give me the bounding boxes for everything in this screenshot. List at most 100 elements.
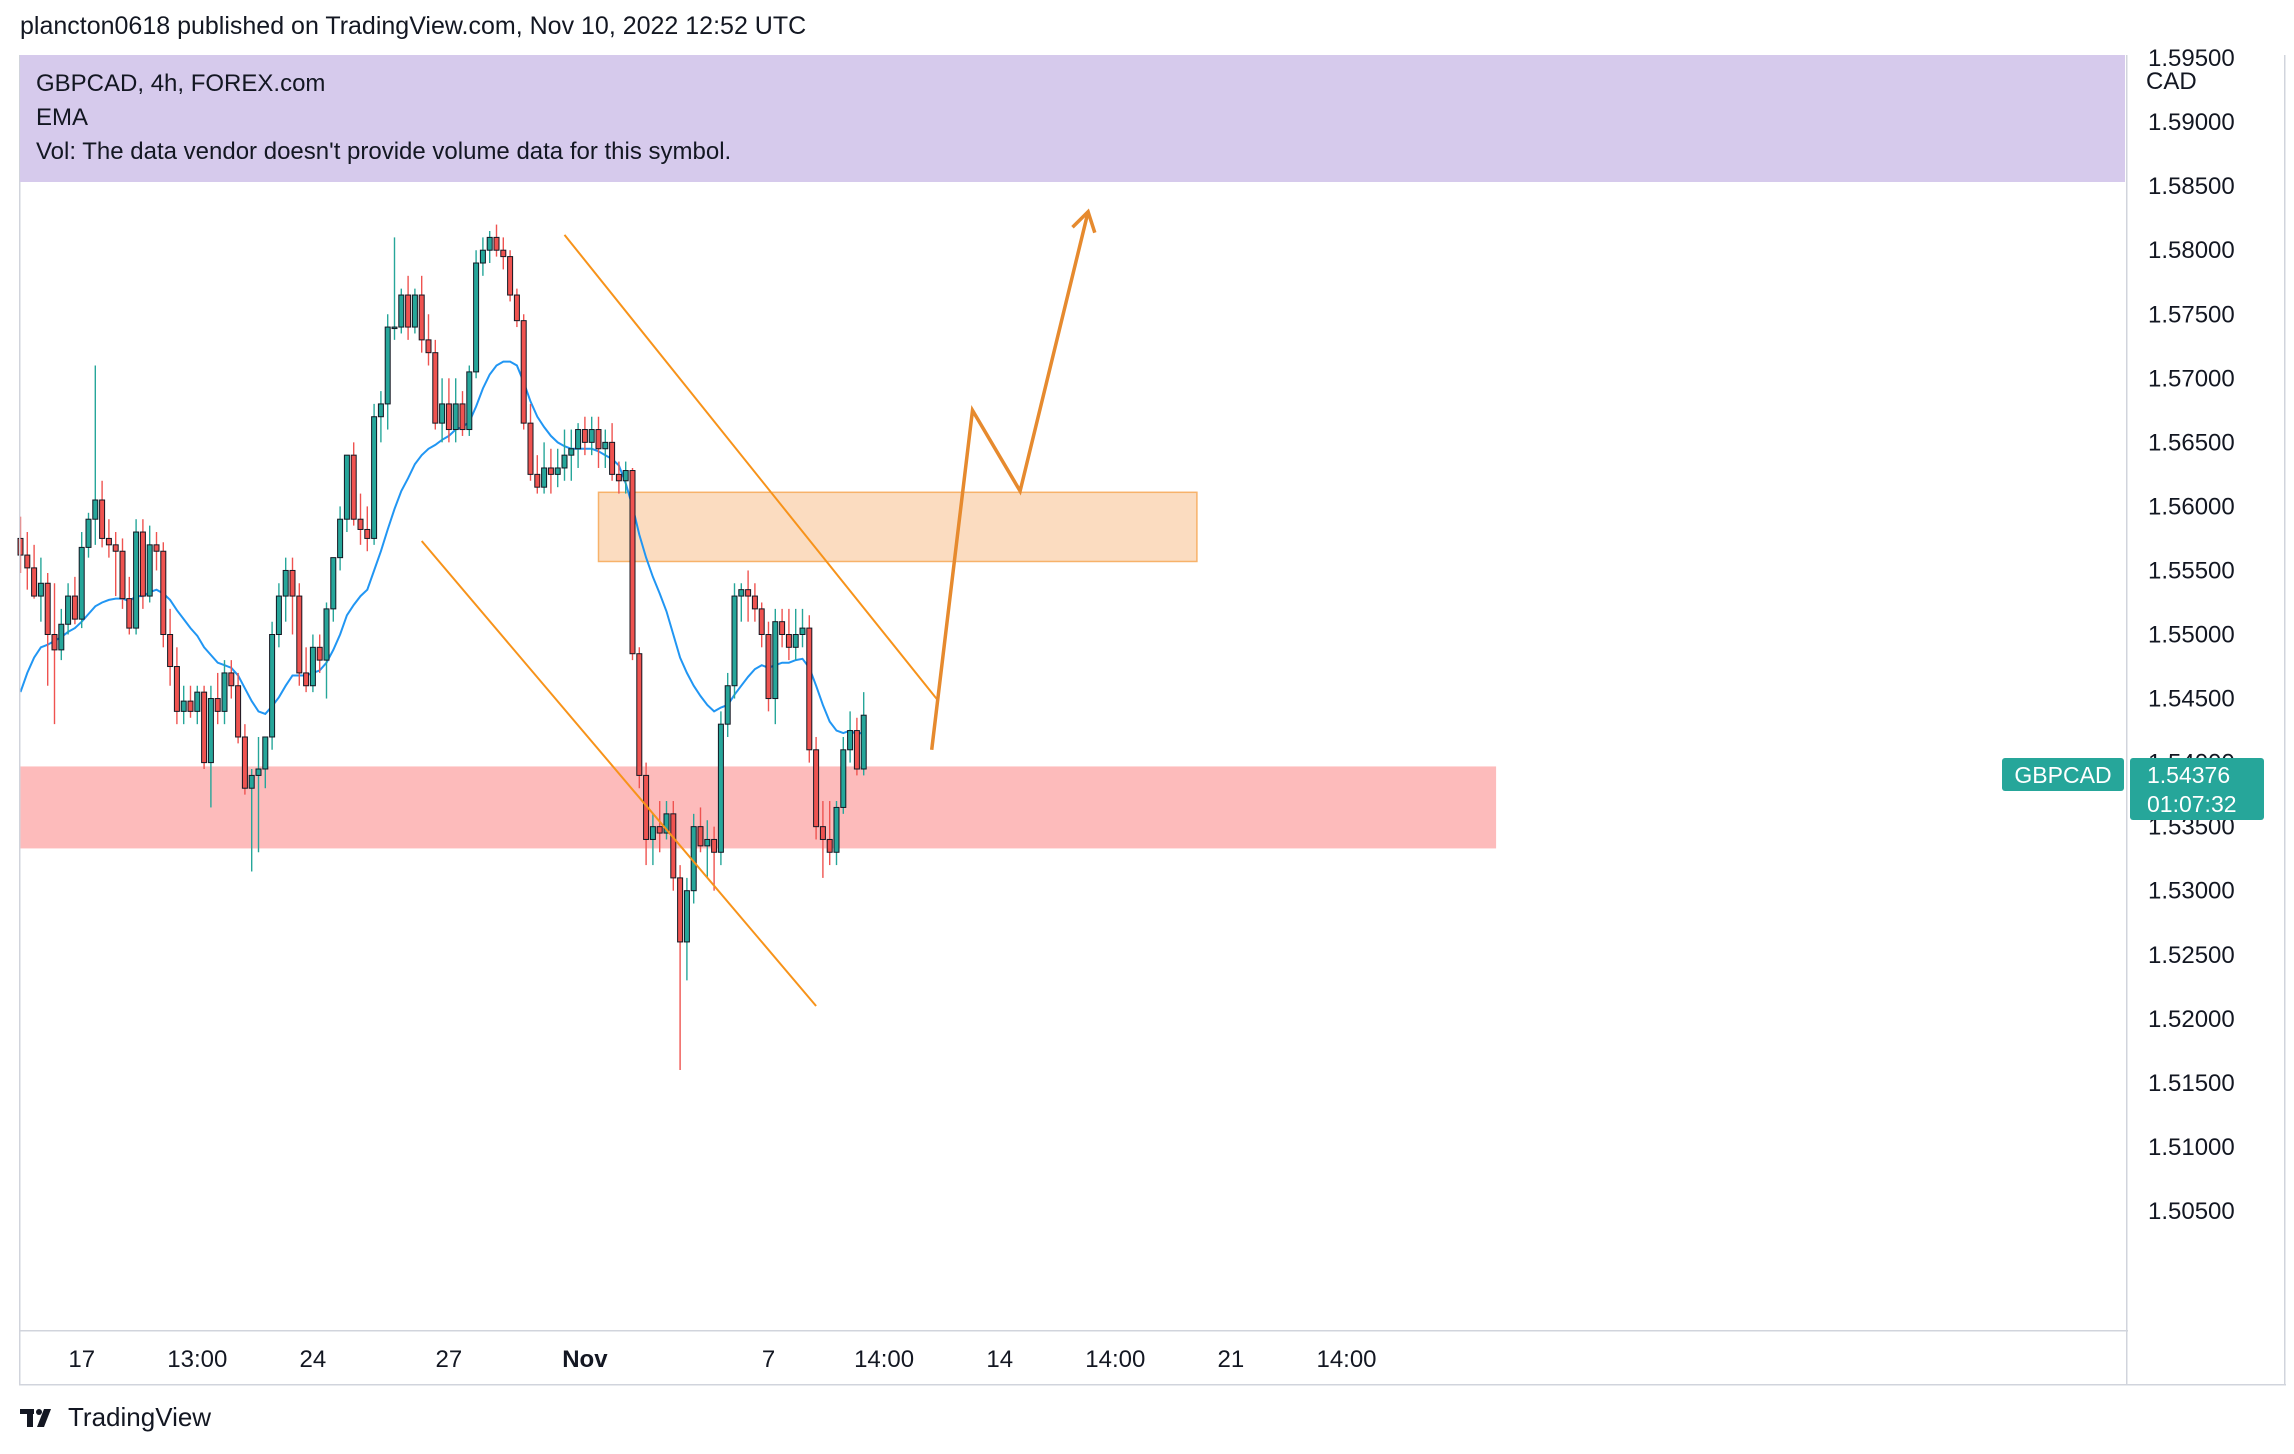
- candle-body: [269, 634, 276, 738]
- chart-legend: GBPCAD, 4h, FOREX.com EMA Vol: The data …: [20, 55, 2125, 182]
- candle-body: [65, 595, 72, 625]
- candle: [275, 583, 282, 648]
- candle: [58, 608, 65, 661]
- candle-body: [296, 595, 303, 674]
- candle: [731, 583, 738, 699]
- candle-body: [473, 262, 480, 373]
- candle: [126, 576, 133, 635]
- candle: [241, 724, 248, 795]
- candle-body: [439, 403, 446, 424]
- candle-body: [500, 249, 507, 258]
- candle: [622, 461, 629, 494]
- price-tag: GBPCAD 1.54376 01:07:32: [2002, 758, 2264, 820]
- candle-body: [609, 441, 616, 475]
- candle: [78, 532, 85, 629]
- candle: [309, 634, 316, 693]
- candle: [160, 542, 167, 648]
- candle-body: [58, 623, 65, 651]
- candle: [758, 602, 765, 648]
- legend-symbol[interactable]: GBPCAD, 4h, FOREX.com: [36, 70, 326, 97]
- candle-body: [724, 685, 731, 725]
- candle: [452, 378, 459, 443]
- candle-body: [99, 499, 106, 539]
- footer-brand[interactable]: TradingView: [20, 1402, 211, 1433]
- candle: [24, 532, 31, 590]
- zones-layer: [20, 491, 1497, 849]
- candle-body: [507, 256, 514, 296]
- legend-ema[interactable]: EMA: [36, 104, 89, 131]
- candle: [779, 608, 786, 648]
- candle-body: [146, 544, 153, 597]
- candle: [105, 519, 112, 558]
- footer-brand-label: TradingView: [68, 1402, 212, 1432]
- candle: [677, 865, 684, 1071]
- candle-body: [711, 838, 718, 853]
- candle: [683, 877, 690, 981]
- candle: [153, 532, 160, 571]
- candle-body: [459, 403, 466, 431]
- candle: [799, 608, 806, 648]
- candle-body: [71, 595, 78, 620]
- candle: [853, 717, 860, 776]
- candle-body: [235, 685, 242, 738]
- candle-body: [391, 326, 398, 330]
- candle-body: [677, 877, 684, 943]
- price-tick-label: 1.52000: [2148, 1006, 2235, 1033]
- candle: [85, 512, 92, 558]
- candle-body: [241, 736, 248, 789]
- candle-body: [214, 698, 221, 712]
- candle-body: [738, 589, 745, 597]
- price-tick-label: 1.59500: [2148, 45, 2235, 72]
- candle: [813, 736, 820, 840]
- candle-body: [595, 429, 602, 450]
- candle-body: [167, 634, 174, 668]
- candle: [588, 416, 595, 456]
- candle: [527, 403, 534, 481]
- candle: [119, 538, 126, 609]
- candle-body: [813, 749, 820, 828]
- candle-body: [316, 646, 323, 661]
- candle-body: [717, 723, 724, 853]
- candle-body: [24, 554, 31, 569]
- candle-body: [479, 249, 486, 264]
- price-tag-symbol: GBPCAD: [2014, 762, 2111, 788]
- time-axis-bottom-border: [19, 1384, 2286, 1386]
- candle: [656, 801, 663, 853]
- price-tick-label: 1.51000: [2148, 1134, 2235, 1161]
- candle: [847, 711, 854, 763]
- candle-body: [364, 528, 371, 539]
- candle-body: [833, 806, 840, 853]
- candle-body: [751, 595, 758, 610]
- candle: [745, 570, 752, 622]
- candle-body: [840, 749, 847, 808]
- price-tick-label: 1.51500: [2148, 1070, 2235, 1097]
- candle: [180, 685, 187, 725]
- candle: [282, 557, 289, 622]
- candle-body: [445, 403, 452, 431]
- candle: [262, 736, 269, 789]
- candle-body: [85, 518, 92, 548]
- time-tick-label: 21: [1218, 1346, 1245, 1373]
- candle-body: [207, 698, 214, 764]
- candle-body: [153, 544, 160, 552]
- candle: [479, 237, 486, 276]
- candle-body: [180, 700, 187, 712]
- candle: [303, 647, 310, 693]
- candle: [751, 583, 758, 622]
- candle: [391, 237, 398, 340]
- candle: [806, 615, 813, 763]
- candle: [235, 672, 242, 744]
- candle: [289, 557, 296, 635]
- candle-body: [568, 448, 575, 456]
- candle-body: [745, 589, 752, 597]
- candle: [133, 519, 140, 635]
- time-tick-label: 27: [436, 1346, 463, 1373]
- candle: [826, 801, 833, 866]
- time-tick-label: 7: [762, 1346, 775, 1373]
- candle: [860, 692, 867, 776]
- drawings-layer: [420, 208, 1097, 1007]
- candle: [207, 685, 214, 808]
- candle-body: [377, 403, 384, 418]
- price-tick-label: 1.56000: [2148, 493, 2235, 520]
